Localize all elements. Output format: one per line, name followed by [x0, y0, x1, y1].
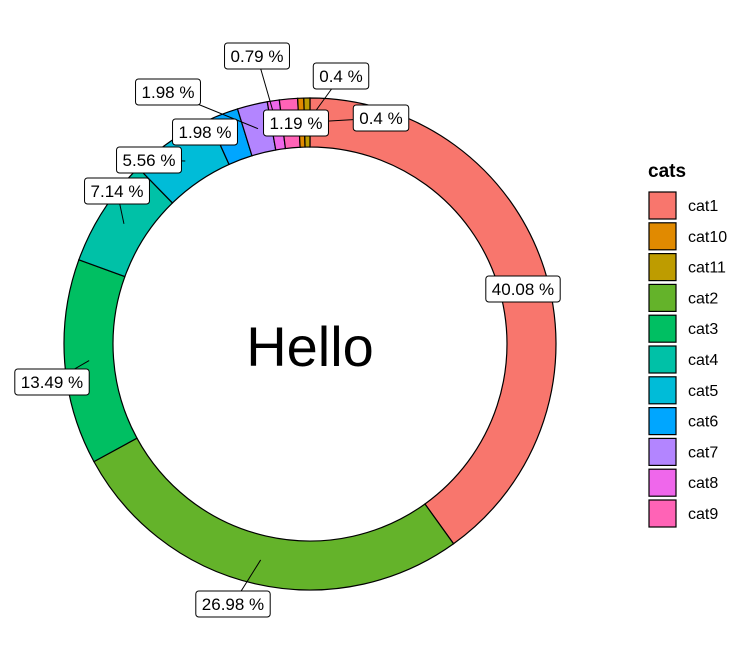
legend-item-cat10: cat10	[648, 222, 727, 251]
legend-item-cat7: cat7	[648, 437, 718, 466]
legend-item-cat1: cat1	[648, 191, 718, 220]
slice-label-text: 1.98 %	[179, 123, 232, 142]
legend-item-cat3: cat3	[648, 314, 718, 343]
slice-label-text: 0.4 %	[359, 109, 402, 128]
slice-label-cat5: 5.56 %	[116, 146, 182, 174]
legend-key	[648, 253, 677, 282]
slice-label-text: 7.14 %	[91, 182, 144, 201]
slice-label-text: 26.98 %	[202, 595, 264, 614]
slice-label-text: 1.19 %	[270, 114, 323, 133]
legend-key	[648, 376, 677, 405]
legend: cats cat1 cat10 cat11 cat2 cat3 cat4 cat5 cat6 c…	[648, 161, 727, 528]
slice-label-cat2: 26.98 %	[195, 590, 271, 618]
legend-key	[648, 499, 677, 528]
legend-key	[648, 468, 677, 497]
legend-label: cat5	[688, 383, 718, 400]
legend-label: cat7	[688, 444, 718, 461]
slice-label-cat1: 40.08 %	[485, 275, 561, 303]
slice-label-text: 13.49 %	[21, 373, 83, 392]
slice-label-cat8: 0.79 %	[224, 42, 290, 70]
slice-label-box	[195, 590, 271, 618]
slice-cat3	[63, 259, 138, 463]
slice-label-cat4: 7.14 %	[84, 177, 150, 205]
legend-label: cat2	[688, 290, 718, 307]
slice-label-cat7: 1.98 %	[135, 78, 201, 106]
legend-key	[648, 222, 677, 251]
legend-label: cat4	[688, 352, 718, 369]
slice-label-box	[224, 42, 290, 70]
slice-label-text: 5.56 %	[123, 151, 176, 170]
legend-label: cat11	[688, 260, 726, 277]
legend-item-cat2: cat2	[648, 283, 718, 312]
slice-cat2	[93, 437, 455, 591]
legend-item-cat11: cat11	[648, 253, 726, 282]
legend-item-cat6: cat6	[648, 407, 718, 436]
slice-label-cat9: 1.19 %	[263, 109, 329, 137]
slice-label-box	[172, 118, 238, 146]
legend-title: cats	[648, 161, 686, 182]
legend-label: cat8	[688, 475, 718, 492]
legend-key	[648, 314, 677, 343]
slice-label-text: 40.08 %	[492, 280, 554, 299]
slice-label-cat10: 0.4 %	[352, 104, 410, 132]
legend-label: cat10	[688, 229, 727, 246]
slice-label-cat3: 13.49 %	[14, 368, 90, 396]
slice-label-text: 1.98 %	[142, 83, 195, 102]
slice-label-box	[84, 177, 150, 205]
slice-label-text: 0.4 %	[319, 67, 362, 86]
legend-label: cat9	[688, 506, 718, 523]
legend-item-cat9: cat9	[648, 499, 718, 528]
legend-item-cat8: cat8	[648, 468, 718, 497]
legend-key	[648, 283, 677, 312]
legend-label: cat1	[688, 198, 718, 215]
legend-item-cat5: cat5	[648, 376, 718, 405]
slice-label-text: 0.79 %	[231, 47, 284, 66]
slice-cat1	[309, 97, 557, 545]
slice-labels: 40.08 %26.98 %13.49 %7.14 %5.56 %1.98 %1…	[14, 42, 561, 618]
slice-label-box	[135, 78, 201, 106]
legend-key	[648, 345, 677, 374]
slice-label-box	[14, 368, 90, 396]
slice-label-box	[485, 275, 561, 303]
slice-label-box	[352, 104, 410, 132]
slice-label-box	[116, 146, 182, 174]
legend-label: cat3	[688, 321, 718, 338]
legend-key	[648, 407, 677, 436]
legend-label: cat6	[688, 414, 718, 431]
legend-key	[648, 437, 677, 466]
legend-item-cat4: cat4	[648, 345, 718, 374]
slice-label-cat6: 1.98 %	[172, 118, 238, 146]
slice-label-box	[263, 109, 329, 137]
slice-label-cat11: 0.4 %	[312, 62, 370, 90]
slice-label-box	[312, 62, 370, 90]
center-text: Hello	[246, 315, 374, 378]
legend-key	[648, 191, 677, 220]
